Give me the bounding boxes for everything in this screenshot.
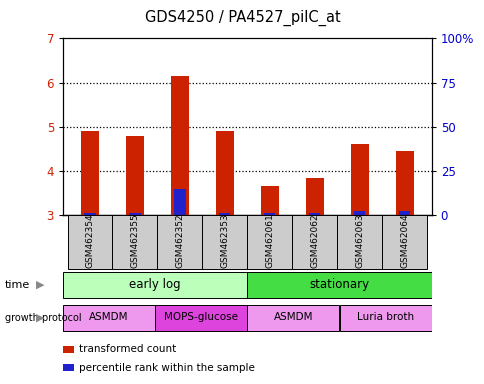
- Bar: [398, 210, 409, 215]
- Text: transformed count: transformed count: [79, 344, 176, 354]
- Bar: [247, 215, 292, 269]
- Text: Luria broth: Luria broth: [356, 312, 413, 322]
- Bar: [305, 177, 323, 215]
- Text: ASMDM: ASMDM: [89, 312, 129, 322]
- Bar: [339, 305, 431, 331]
- Bar: [174, 189, 185, 215]
- Bar: [336, 215, 381, 269]
- Bar: [260, 186, 278, 215]
- Text: GSM462064: GSM462064: [399, 214, 408, 268]
- Bar: [129, 213, 140, 215]
- Bar: [247, 305, 339, 331]
- Text: GSM462062: GSM462062: [310, 214, 318, 268]
- Bar: [350, 144, 368, 215]
- Bar: [84, 213, 95, 215]
- Bar: [308, 213, 320, 215]
- Text: MOPS-glucose: MOPS-glucose: [164, 312, 238, 322]
- Text: early log: early log: [129, 278, 181, 291]
- Bar: [381, 215, 426, 269]
- Bar: [170, 76, 189, 215]
- Bar: [81, 131, 99, 215]
- Bar: [126, 136, 144, 215]
- Text: GDS4250 / PA4527_pilC_at: GDS4250 / PA4527_pilC_at: [144, 10, 340, 26]
- Bar: [67, 215, 112, 269]
- Bar: [353, 210, 364, 215]
- Text: stationary: stationary: [309, 278, 369, 291]
- Bar: [219, 213, 230, 215]
- Bar: [292, 215, 336, 269]
- Bar: [264, 213, 275, 215]
- Text: growth protocol: growth protocol: [5, 313, 81, 323]
- Text: GSM462061: GSM462061: [265, 214, 274, 268]
- Text: GSM462354: GSM462354: [85, 214, 94, 268]
- Bar: [215, 131, 233, 215]
- Text: GSM462063: GSM462063: [354, 214, 363, 268]
- Bar: [63, 305, 155, 331]
- Text: ▶: ▶: [35, 313, 44, 323]
- Text: GSM462353: GSM462353: [220, 214, 229, 268]
- Text: ▶: ▶: [35, 280, 44, 290]
- Bar: [202, 215, 247, 269]
- Text: ASMDM: ASMDM: [273, 312, 313, 322]
- Bar: [112, 215, 157, 269]
- Bar: [247, 272, 431, 298]
- Bar: [395, 151, 413, 215]
- Text: GSM462355: GSM462355: [130, 214, 139, 268]
- Bar: [63, 272, 247, 298]
- Bar: [155, 305, 247, 331]
- Text: GSM462352: GSM462352: [175, 214, 184, 268]
- Bar: [157, 215, 202, 269]
- Text: time: time: [5, 280, 30, 290]
- Text: percentile rank within the sample: percentile rank within the sample: [79, 363, 254, 373]
